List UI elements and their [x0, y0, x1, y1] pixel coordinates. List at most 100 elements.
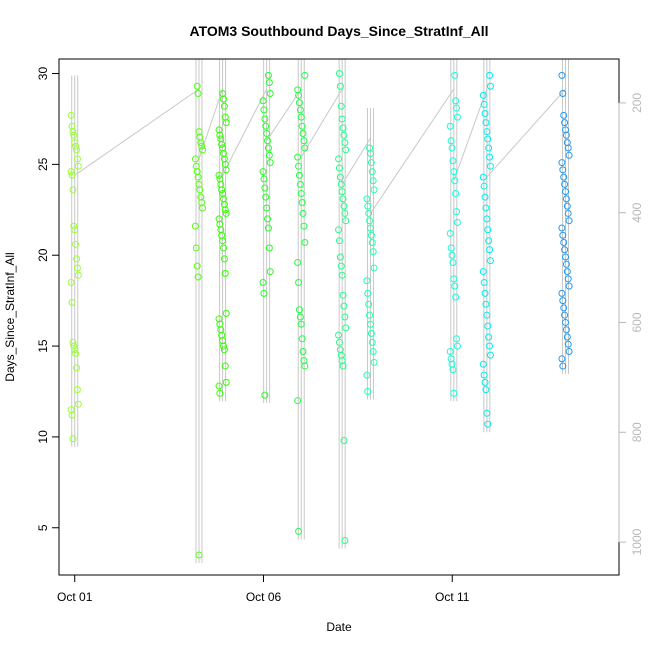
- data-point: [450, 389, 458, 397]
- data-point: [486, 71, 494, 79]
- data-point: [301, 71, 309, 79]
- data-point: [485, 237, 493, 245]
- data-point: [295, 162, 303, 170]
- data-point: [341, 313, 349, 321]
- data-point: [198, 142, 206, 150]
- data-point: [68, 411, 76, 419]
- data-point: [72, 240, 80, 248]
- data-point: [73, 386, 81, 394]
- data-point: [339, 195, 347, 203]
- data-point: [479, 173, 487, 181]
- data-point: [298, 199, 306, 207]
- data-point: [295, 306, 303, 314]
- data-point: [479, 91, 487, 99]
- data-point: [479, 360, 487, 368]
- data-point: [299, 348, 307, 356]
- data-point: [451, 71, 459, 79]
- data-points: [67, 70, 573, 559]
- data-point: [194, 90, 202, 98]
- data-point: [295, 91, 303, 99]
- data-point: [72, 142, 80, 150]
- data-point: [259, 168, 267, 176]
- data-point: [485, 144, 493, 152]
- data-point: [221, 206, 229, 214]
- data-point: [68, 171, 76, 179]
- data-point: [220, 346, 228, 354]
- data-point: [363, 195, 371, 203]
- data-point: [265, 151, 273, 159]
- data-point: [296, 180, 304, 188]
- data-point: [451, 282, 459, 290]
- data-point: [449, 157, 457, 165]
- data-point: [565, 282, 573, 290]
- data-point: [368, 338, 376, 346]
- x-tick-label: Oct 11: [435, 590, 470, 604]
- data-point: [215, 171, 223, 179]
- trace-link: [266, 88, 302, 142]
- data-point: [340, 302, 348, 310]
- data-point: [484, 420, 492, 428]
- data-point: [222, 378, 230, 386]
- data-point: [335, 226, 343, 234]
- data-point: [262, 122, 270, 130]
- data-point: [298, 122, 306, 130]
- data-point: [298, 335, 306, 343]
- data-point: [264, 144, 272, 152]
- data-point: [341, 209, 349, 217]
- data-point: [448, 251, 456, 259]
- data-point: [486, 351, 494, 359]
- data-point: [216, 389, 224, 397]
- data-point: [335, 338, 343, 346]
- data-point: [195, 551, 203, 559]
- data-point: [366, 320, 374, 328]
- data-point: [297, 113, 305, 121]
- y-axis: 5 10 15 20 25 30: [36, 67, 60, 531]
- data-point: [300, 137, 308, 145]
- data-point: [369, 248, 377, 256]
- trace-link: [341, 137, 371, 185]
- data-point: [299, 129, 307, 137]
- data-point: [74, 271, 82, 279]
- data-point: [563, 268, 571, 276]
- data-point: [193, 82, 201, 90]
- data-point: [301, 362, 309, 370]
- data-point: [263, 204, 271, 212]
- data-point: [220, 102, 228, 110]
- data-point: [564, 144, 572, 152]
- data-point: [262, 193, 270, 201]
- right-tick-label: 600: [630, 312, 644, 332]
- data-point: [219, 244, 227, 252]
- data-point: [263, 129, 271, 137]
- data-point: [335, 164, 343, 172]
- right-axis: 200 400 600 800 1000: [618, 93, 644, 555]
- data-point: [480, 100, 488, 108]
- data-point: [559, 90, 567, 98]
- trace-link: [370, 88, 455, 214]
- data-point: [563, 333, 571, 341]
- data-point: [453, 219, 461, 227]
- data-point: [219, 342, 227, 350]
- data-point: [260, 175, 268, 183]
- data-point: [69, 186, 77, 194]
- data-point: [266, 268, 274, 276]
- data-point: [196, 186, 204, 194]
- data-point: [480, 371, 488, 379]
- data-point: [222, 209, 230, 217]
- data-point: [72, 349, 80, 357]
- data-point: [67, 278, 75, 286]
- data-point: [294, 397, 302, 405]
- data-point: [562, 318, 570, 326]
- data-point: [562, 131, 570, 139]
- data-point: [453, 104, 461, 112]
- data-point: [216, 131, 224, 139]
- data-point: [70, 222, 78, 230]
- data-point: [261, 391, 269, 399]
- data-point: [367, 231, 375, 239]
- data-point: [336, 173, 344, 181]
- data-point: [335, 237, 343, 245]
- data-point: [222, 166, 230, 174]
- data-point: [481, 193, 489, 201]
- data-point: [482, 119, 490, 127]
- data-point: [222, 119, 230, 127]
- data-point: [449, 258, 457, 266]
